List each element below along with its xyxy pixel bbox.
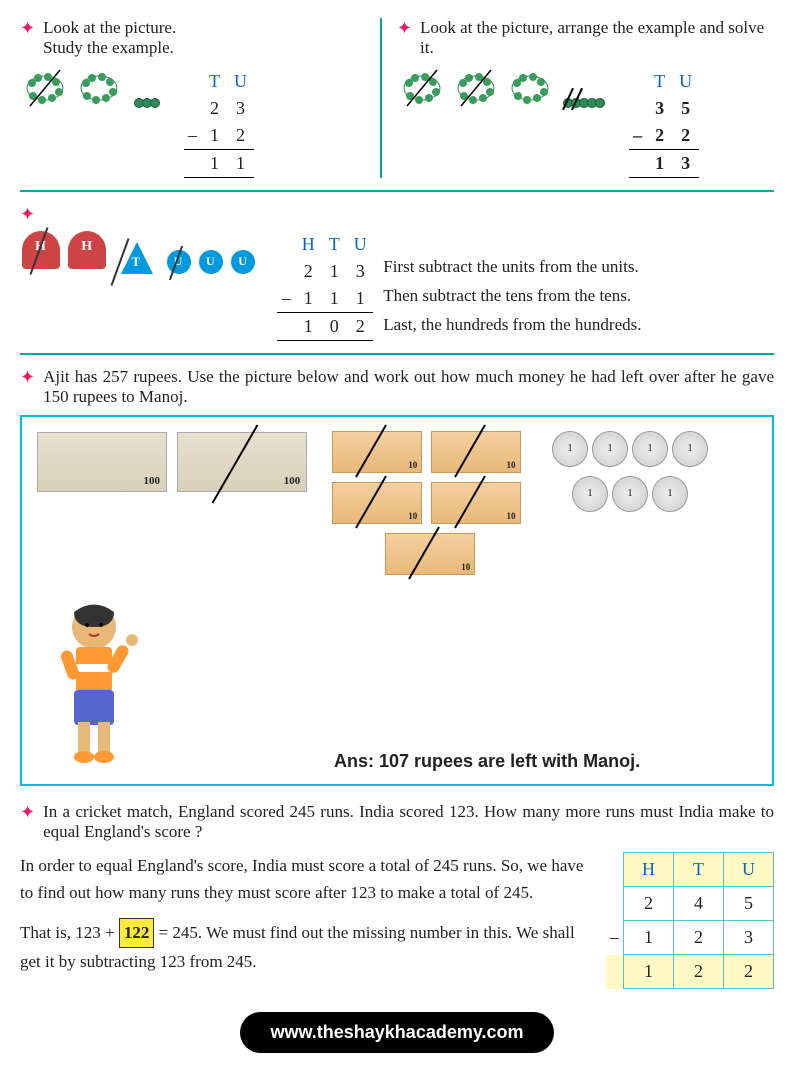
bullet-icon: ✦ [20, 367, 35, 407]
footer: www.theshaykhacademy.com [20, 997, 774, 1068]
bullet-icon: ✦ [20, 802, 35, 842]
bullet-icon: ✦ [20, 204, 35, 225]
subtract-htu: HTU 213 –111 102 [277, 231, 373, 341]
col-right: ✦ Look at the picture, arrange the examp… [382, 18, 774, 178]
notes-100-group [34, 429, 310, 500]
sec4-prompt: In a cricket match, England scored 245 r… [43, 802, 774, 842]
hundreds-icon [68, 231, 106, 269]
explain-line2: Then subtract the tens from the tens. [383, 282, 641, 311]
explain-text: First subtract the units from the units.… [383, 253, 641, 340]
sec3-prompt: Ajit has 257 rupees. Use the picture bel… [43, 367, 774, 407]
footer-badge: www.theshaykhacademy.com [240, 1012, 553, 1053]
sec4-para2: That is, 123 + 122 = 245. We must find o… [20, 918, 586, 974]
hundreds-icon [22, 231, 60, 269]
beads-right [397, 68, 604, 113]
note-100-icon [177, 432, 307, 492]
sec3-answer: Ans: 107 rupees are left with Manoj. [334, 751, 640, 772]
sec4-para1: In order to equal England's score, India… [20, 852, 586, 906]
coin-icon [572, 476, 608, 512]
coin-icon [552, 431, 588, 467]
subtract-2: TU 35 –22 13 [629, 68, 699, 178]
bullet-icon: ✦ [397, 18, 412, 58]
subtract-1: TU 23 –12 11 [184, 68, 254, 178]
answer-box: 122 [119, 918, 155, 947]
htu-table: HTU 245 –123 122 [606, 852, 775, 989]
coins-group [550, 429, 730, 519]
coin-icon [612, 476, 648, 512]
sec1-left-line1: Look at the picture. [43, 18, 176, 38]
section-1: ✦ Look at the picture. Study the example… [20, 10, 774, 186]
explain-line3: Last, the hundreds from the hundreds. [383, 311, 641, 340]
sec1-left-line2: Study the example. [43, 38, 176, 58]
col-left: ✦ Look at the picture. Study the example… [20, 18, 382, 178]
coin-icon [592, 431, 628, 467]
sec1-right-text: Look at the picture, arrange the example… [420, 18, 774, 58]
htu-table-wrap: HTU 245 –123 122 [606, 852, 775, 989]
section-2: ✦ HTU 213 –111 102 First subtract the un… [20, 196, 774, 349]
money-box: Ans: 107 rupees are left with Manoj. [20, 415, 774, 786]
bullet-icon: ✦ [20, 18, 35, 58]
boy-cartoon-icon [34, 592, 154, 772]
units-icon [231, 250, 255, 274]
explain-line1: First subtract the units from the units. [383, 253, 641, 282]
section-3: ✦ Ajit has 257 rupees. Use the picture b… [20, 359, 774, 794]
section-4: ✦ In a cricket match, England scored 245… [20, 794, 774, 997]
coin-icon [652, 476, 688, 512]
coin-icon [672, 431, 708, 467]
units-icon [199, 250, 223, 274]
htu-icons [20, 231, 257, 274]
coin-icon [632, 431, 668, 467]
note-100-icon [37, 432, 167, 492]
notes-10-group [330, 429, 530, 582]
beads-left [20, 68, 159, 113]
